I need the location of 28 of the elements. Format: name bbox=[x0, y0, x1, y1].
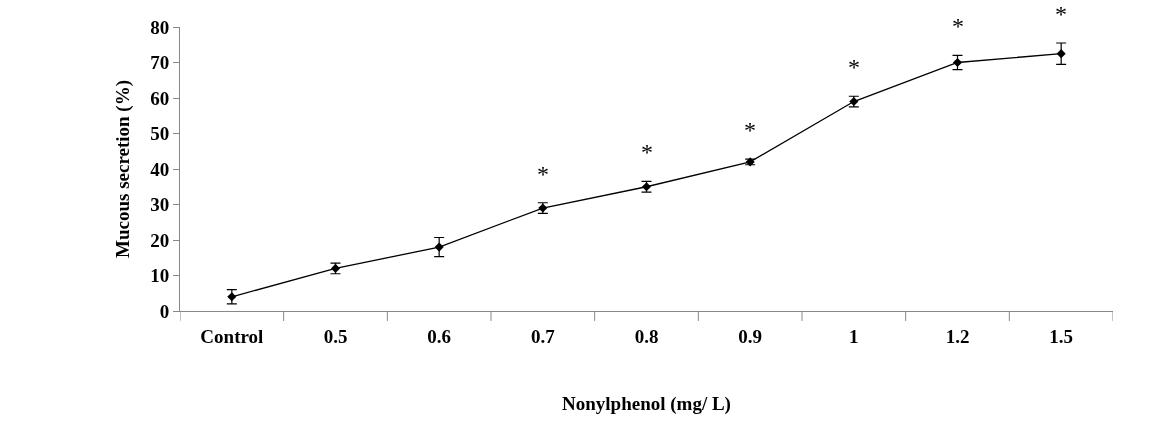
x-tick-label: 1.5 bbox=[1049, 325, 1074, 347]
x-tick-label: 1.2 bbox=[945, 325, 970, 347]
y-tick-label: 20 bbox=[150, 229, 170, 251]
y-tick-label: 50 bbox=[150, 123, 170, 145]
y-tick-label: 10 bbox=[150, 265, 170, 287]
x-tick-label: 0.7 bbox=[530, 325, 556, 347]
x-tick-label: 1 bbox=[849, 325, 859, 347]
y-tick-label: 80 bbox=[150, 16, 170, 38]
point bbox=[1056, 49, 1066, 59]
x-tick-label: Control bbox=[200, 325, 264, 347]
annotation: * bbox=[744, 117, 756, 143]
annotation: * bbox=[537, 161, 549, 187]
y-axis-title: Mucous secretion (%) bbox=[112, 79, 135, 259]
x-tick-label: 0.5 bbox=[323, 325, 348, 347]
annotation: * bbox=[952, 13, 964, 39]
x-tick-label: 0.6 bbox=[427, 325, 452, 347]
y-tick-label: 70 bbox=[150, 52, 170, 74]
annotation: * bbox=[848, 54, 860, 80]
y-tick-label: 0 bbox=[159, 300, 170, 322]
x-tick-label: 0.9 bbox=[738, 325, 763, 347]
y-tick-label: 60 bbox=[150, 87, 170, 109]
annotation: * bbox=[641, 139, 653, 165]
x-axis-title: Nonylphenol (mg/ L) bbox=[562, 392, 731, 415]
y-tick-label: 40 bbox=[150, 158, 170, 180]
annotation: * bbox=[1055, 1, 1067, 27]
x-tick-label: 0.8 bbox=[634, 325, 659, 347]
y-tick-label: 30 bbox=[150, 194, 170, 216]
point bbox=[434, 242, 444, 252]
